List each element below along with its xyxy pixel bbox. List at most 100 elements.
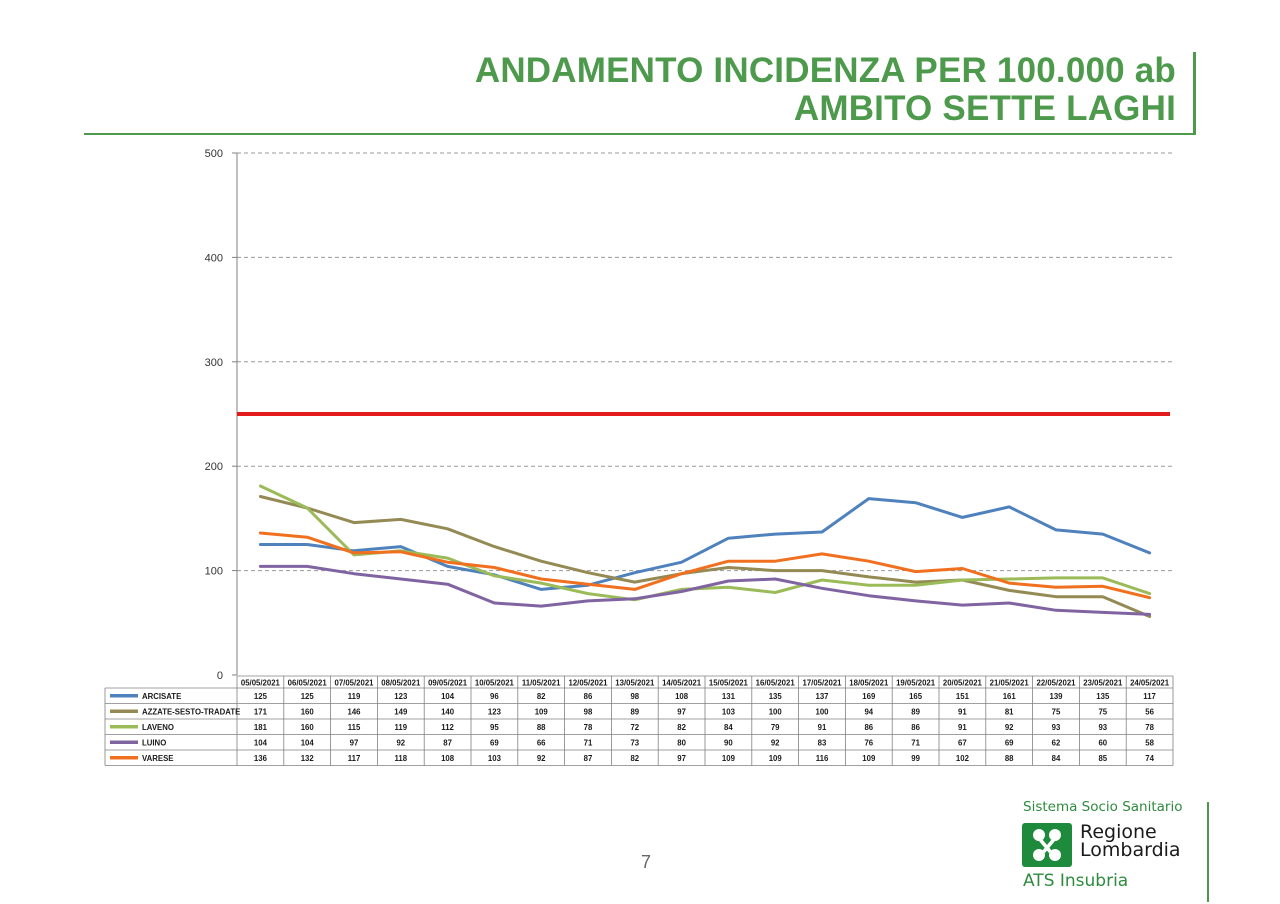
data-label: 117 (1143, 692, 1156, 701)
data-label: 78 (1145, 723, 1154, 732)
data-label: 123 (394, 692, 408, 701)
data-label: 97 (350, 738, 359, 747)
y-tick-label: 100 (205, 566, 223, 578)
title-line-1: ANDAMENTO INCIDENZA PER 100.000 ab (474, 51, 1176, 90)
data-label: 116 (816, 754, 829, 763)
data-label: 103 (722, 707, 736, 716)
legend-label: LUINO (142, 738, 166, 747)
series-line-luino (258, 564, 1152, 616)
data-label: 78 (584, 723, 593, 732)
x-tick-label: 22/05/2021 (1036, 679, 1076, 688)
data-label: 75 (1098, 707, 1107, 716)
logo-region-name: Regione Lombardia (1080, 821, 1181, 860)
data-label: 119 (348, 692, 361, 701)
title-underline (84, 133, 1196, 135)
legend-label: ARCISATE (142, 692, 181, 701)
data-label: 82 (630, 754, 639, 763)
data-label: 135 (769, 692, 783, 701)
data-label: 86 (911, 723, 920, 732)
x-tick-label: 24/05/2021 (1130, 679, 1170, 688)
data-label: 109 (862, 754, 876, 763)
data-label: 73 (630, 738, 639, 747)
data-label: 87 (443, 738, 452, 747)
data-label: 165 (909, 692, 923, 701)
data-label: 97 (677, 754, 686, 763)
data-label: 125 (254, 692, 268, 701)
y-tick-label: 0 (217, 670, 223, 682)
logo-region-line-1: Regione (1080, 821, 1157, 843)
data-label: 115 (348, 723, 361, 732)
data-label: 76 (864, 738, 873, 747)
logo-system-text: Sistema Socio Sanitario (1023, 799, 1183, 815)
data-label: 81 (1005, 707, 1014, 716)
title-line-2: AMBITO SETTE LAGHI (793, 89, 1176, 128)
x-tick-label: 18/05/2021 (849, 679, 889, 688)
page-number: 7 (640, 852, 651, 872)
data-label: 136 (254, 754, 268, 763)
data-label: 160 (301, 723, 315, 732)
data-label: 89 (630, 707, 639, 716)
data-label: 109 (535, 707, 549, 716)
slide-title: ANDAMENTO INCIDENZA PER 100.000 ab AMBIT… (475, 52, 1176, 128)
series-line-varese (258, 531, 1152, 600)
data-label: 118 (395, 754, 408, 763)
data-label: 99 (911, 754, 920, 763)
data-label: 151 (956, 692, 970, 701)
legend-label: VARESE (142, 754, 173, 763)
data-label: 100 (815, 707, 829, 716)
y-tick-label: 200 (205, 461, 223, 473)
data-label: 71 (911, 738, 920, 747)
data-label: 131 (722, 692, 736, 701)
data-label: 93 (1098, 723, 1107, 732)
x-tick-label: 09/05/2021 (428, 679, 468, 688)
incidence-line-chart: 0 100 200 300 400 500 05/05/2021 06/05/2021 07/0… (104, 148, 1174, 766)
data-label: 94 (864, 707, 873, 716)
data-label: 86 (584, 692, 593, 701)
data-label: 62 (1052, 738, 1061, 747)
data-label: 146 (347, 707, 361, 716)
data-label: 87 (584, 754, 593, 763)
data-label: 140 (441, 707, 455, 716)
data-label: 91 (958, 723, 967, 732)
data-label: 97 (677, 707, 686, 716)
data-label: 108 (441, 754, 455, 763)
data-label: 82 (677, 723, 686, 732)
regione-lombardia-rose-icon (1022, 823, 1072, 867)
data-label: 117 (348, 754, 361, 763)
data-label: 135 (1096, 692, 1110, 701)
x-tick-label: 05/05/2021 (241, 679, 281, 688)
y-tick-label: 400 (205, 252, 223, 264)
data-label: 88 (537, 723, 546, 732)
x-tick-label: 06/05/2021 (288, 679, 328, 688)
data-label: 74 (1145, 754, 1154, 763)
legend-label: LAVENO (142, 723, 174, 732)
x-tick-label: 13/05/2021 (615, 679, 655, 688)
x-tick-label: 12/05/2021 (568, 679, 608, 688)
data-label: 104 (254, 738, 268, 747)
legend-label: AZZATE-SESTO-TRADATE (142, 707, 240, 716)
data-label: 90 (724, 738, 733, 747)
data-label: 119 (395, 723, 408, 732)
data-label: 125 (301, 692, 315, 701)
data-label: 60 (1098, 738, 1107, 747)
x-tick-label: 08/05/2021 (381, 679, 421, 688)
data-label: 84 (724, 723, 733, 732)
data-label: 83 (818, 738, 827, 747)
y-tick-label: 500 (205, 148, 223, 160)
data-label: 96 (490, 692, 499, 701)
data-label: 88 (1005, 754, 1014, 763)
data-label: 69 (1005, 738, 1014, 747)
data-label: 104 (301, 738, 315, 747)
logo-divider (1207, 802, 1209, 902)
x-tick-label: 23/05/2021 (1083, 679, 1123, 688)
y-tick-label: 300 (205, 357, 223, 369)
data-label: 91 (958, 707, 967, 716)
data-label: 139 (1049, 692, 1063, 701)
data-label: 72 (630, 723, 639, 732)
data-label: 137 (815, 692, 828, 701)
data-label: 56 (1145, 707, 1154, 716)
data-label: 92 (771, 738, 780, 747)
data-label: 80 (677, 738, 686, 747)
title-accent-bar (1193, 52, 1196, 134)
series-line-azzate-sesto-tradate (258, 495, 1152, 618)
